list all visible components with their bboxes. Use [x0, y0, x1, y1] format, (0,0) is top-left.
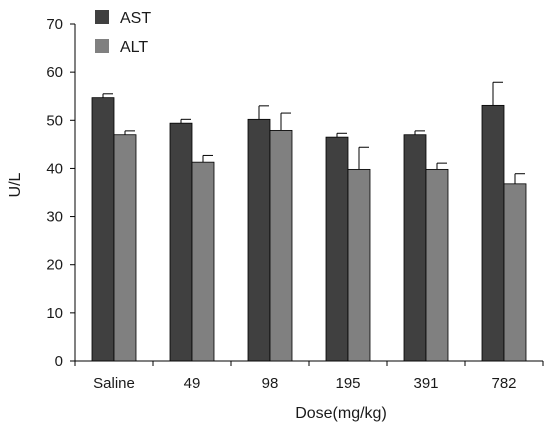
axes — [74, 24, 543, 362]
legend: AST ALT — [95, 10, 151, 56]
y-tick-label: 0 — [55, 353, 63, 370]
legend-label-alt: ALT — [120, 39, 148, 56]
bar-ast — [481, 104, 505, 362]
y-tick-label: 50 — [46, 112, 63, 129]
bar-alt — [113, 134, 137, 362]
x-axis-ticks: Saline 49 98 195 391 782 — [74, 361, 544, 392]
x-axis-label: Dose(mg/kg) — [295, 405, 387, 422]
error-bars — [102, 81, 525, 184]
x-tick-label: 98 — [262, 375, 279, 392]
bar-ast — [169, 122, 193, 362]
bars — [91, 97, 527, 362]
y-axis-label: U/L — [7, 172, 24, 197]
x-tick-label: 49 — [184, 375, 201, 392]
x-tick-label: 782 — [491, 375, 516, 392]
bar-alt — [269, 129, 293, 362]
y-tick-label: 10 — [46, 305, 63, 322]
bar-alt — [425, 168, 449, 362]
bar-ast — [91, 97, 115, 362]
x-tick-label: 195 — [335, 375, 360, 392]
bar-ast — [403, 134, 427, 362]
bar-ast — [325, 136, 349, 362]
legend-swatch-alt — [95, 39, 109, 53]
legend-swatch-ast — [95, 10, 109, 24]
x-tick-label: 391 — [413, 375, 438, 392]
bar-alt — [503, 183, 527, 362]
y-axis-ticks: 0 10 20 30 40 50 60 70 — [46, 16, 75, 370]
y-tick-label: 30 — [46, 209, 63, 226]
y-tick-label: 40 — [46, 160, 63, 177]
y-tick-label: 70 — [46, 16, 63, 33]
y-tick-label: 60 — [46, 64, 63, 81]
bar-alt — [347, 168, 371, 362]
bar-ast — [247, 118, 271, 362]
x-tick-label: Saline — [93, 375, 135, 392]
y-tick-label: 20 — [46, 257, 63, 274]
bar-alt — [191, 161, 215, 362]
legend-label-ast: AST — [120, 10, 151, 27]
